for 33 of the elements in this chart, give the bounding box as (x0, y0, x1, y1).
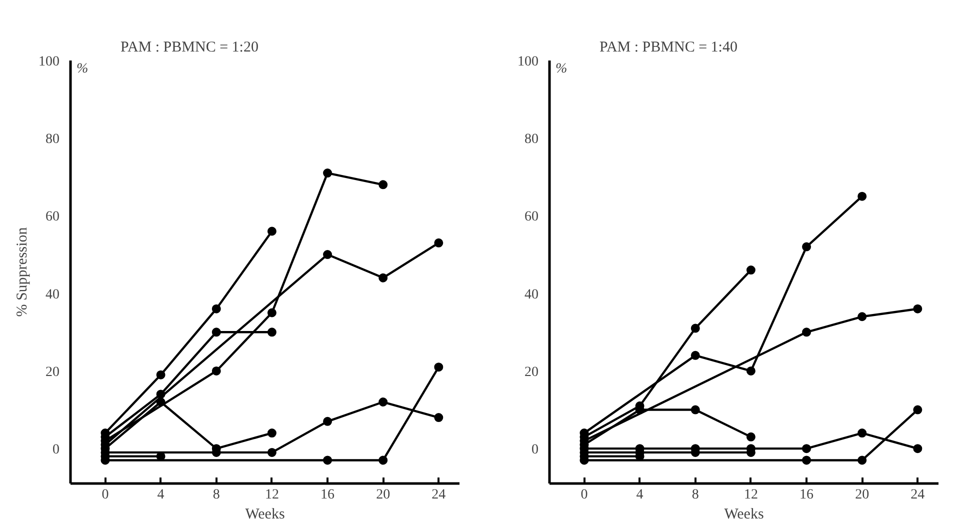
annotation: % (556, 62, 568, 76)
chart-title: PAM : PBMNC = 1:40 (600, 40, 738, 56)
y-tick-label: 0 (532, 442, 538, 458)
y-tick-label: 60 (524, 210, 538, 225)
x-tick-label: 24 (432, 488, 446, 502)
y-axis-title: % Suppression (14, 226, 30, 317)
x-tick-label: 0 (102, 488, 109, 502)
x-tick-label: 20 (855, 488, 870, 502)
x-tick-label: 20 (376, 488, 390, 502)
y-tick-label: 80 (46, 132, 60, 148)
x-tick-label: 12 (744, 488, 758, 502)
y-tick-label: 100 (518, 54, 538, 70)
x-tick-label: 16 (800, 488, 814, 502)
y-tick-label: 0 (52, 442, 60, 458)
x-tick-label: 8 (692, 488, 699, 502)
x-tick-label: 12 (264, 488, 279, 502)
x-tick-label: 16 (320, 488, 335, 502)
x-tick-label: 24 (910, 488, 925, 502)
y-tick-label: 60 (46, 210, 60, 225)
chart-title: PAM : PBMNC = 1:20 (120, 40, 258, 56)
y-tick-label: 20 (46, 364, 60, 380)
x-tick-label: 4 (157, 488, 164, 502)
y-tick-label: 100 (38, 54, 60, 70)
y-tick-label: 20 (524, 364, 538, 380)
x-tick-label: 0 (580, 488, 588, 502)
annotation: % (76, 62, 88, 76)
y-tick-label: 40 (524, 287, 538, 302)
y-tick-label: 80 (524, 132, 538, 148)
y-tick-label: 40 (46, 287, 60, 302)
x-axis-title: Weeks (245, 506, 285, 522)
x-tick-label: 4 (636, 488, 644, 502)
x-tick-label: 8 (212, 488, 220, 502)
x-axis-title: Weeks (724, 506, 764, 522)
